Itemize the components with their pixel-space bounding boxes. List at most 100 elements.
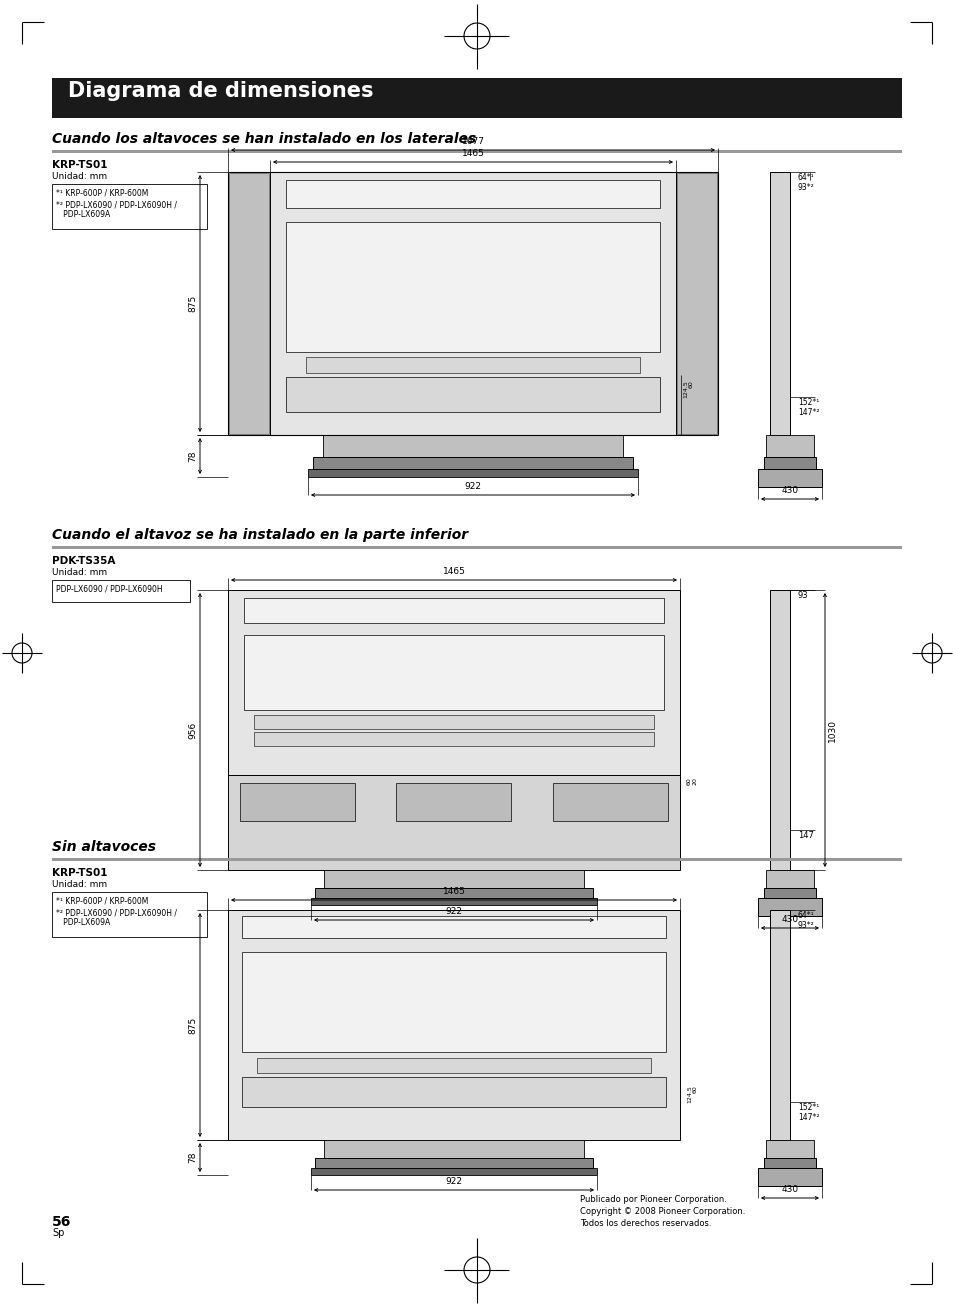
Bar <box>324 870 583 888</box>
Bar <box>763 1158 815 1168</box>
Text: 1677: 1677 <box>461 137 484 146</box>
Text: Unidad: mm: Unidad: mm <box>52 880 107 889</box>
Text: 78: 78 <box>188 1152 196 1164</box>
Bar <box>253 731 654 746</box>
Bar <box>242 916 665 938</box>
Bar <box>228 774 679 870</box>
Bar <box>306 357 639 374</box>
Bar <box>769 590 789 870</box>
Bar <box>229 172 269 434</box>
Text: Publicado por Pioneer Corporation.: Publicado por Pioneer Corporation. <box>579 1195 726 1204</box>
Text: 430: 430 <box>781 1185 798 1194</box>
Text: 152*¹: 152*¹ <box>797 398 819 407</box>
Text: 20: 20 <box>692 777 698 785</box>
Bar <box>52 858 901 861</box>
Bar <box>52 78 901 118</box>
Bar <box>52 150 901 153</box>
Text: 60: 60 <box>686 777 691 785</box>
Text: Unidad: mm: Unidad: mm <box>52 172 107 182</box>
Text: 956: 956 <box>188 721 196 739</box>
Bar <box>763 888 815 899</box>
Bar <box>311 1168 597 1175</box>
Bar <box>52 184 207 229</box>
Text: 124.5: 124.5 <box>682 380 687 398</box>
Text: 922: 922 <box>445 906 462 916</box>
Text: Cuando el altavoz se ha instalado en la parte inferior: Cuando el altavoz se ha instalado en la … <box>52 528 468 542</box>
Text: *¹ KRP-600P / KRP-600M: *¹ KRP-600P / KRP-600M <box>56 896 149 905</box>
Bar <box>244 598 663 623</box>
Bar <box>765 1140 813 1158</box>
Bar <box>314 1158 593 1168</box>
Text: 152*¹: 152*¹ <box>797 1104 819 1111</box>
Text: PDP-LX6090 / PDP-LX6090H: PDP-LX6090 / PDP-LX6090H <box>56 584 162 593</box>
Text: KRP-TS01: KRP-TS01 <box>52 161 108 170</box>
Bar <box>270 172 676 435</box>
Bar <box>256 1058 650 1074</box>
Bar <box>52 892 207 936</box>
Text: Sin altavoces: Sin altavoces <box>52 840 156 854</box>
Bar <box>323 435 622 457</box>
Text: PDP-LX609A: PDP-LX609A <box>56 210 111 219</box>
Text: 875: 875 <box>188 295 196 312</box>
Bar <box>242 952 665 1053</box>
Text: Todos los derechos reservados.: Todos los derechos reservados. <box>579 1218 711 1228</box>
Text: 1465: 1465 <box>461 149 484 158</box>
Text: 1465: 1465 <box>442 887 465 896</box>
Text: 875: 875 <box>188 1016 196 1033</box>
Text: Diagrama de dimensiones: Diagrama de dimensiones <box>68 81 374 101</box>
Text: 56: 56 <box>52 1215 71 1229</box>
Bar <box>769 172 789 435</box>
Bar <box>228 590 679 774</box>
Bar <box>677 172 717 434</box>
Bar <box>758 469 821 487</box>
Bar <box>396 784 511 821</box>
Text: Copyright © 2008 Pioneer Corporation.: Copyright © 2008 Pioneer Corporation. <box>579 1207 744 1216</box>
Bar <box>242 1077 665 1107</box>
Bar <box>553 784 667 821</box>
Text: 147*²: 147*² <box>797 1113 819 1122</box>
Bar <box>763 457 815 469</box>
Bar <box>52 546 901 549</box>
Text: 93*²: 93*² <box>797 921 814 930</box>
Bar <box>240 784 355 821</box>
Text: PDK-TS35A: PDK-TS35A <box>52 556 115 565</box>
Text: 922: 922 <box>445 1177 462 1186</box>
Bar <box>286 377 659 411</box>
Bar <box>324 1140 583 1158</box>
Text: *² PDP-LX6090 / PDP-LX6090H /: *² PDP-LX6090 / PDP-LX6090H / <box>56 200 177 209</box>
Text: Cuando los altavoces se han instalado en los laterales: Cuando los altavoces se han instalado en… <box>52 132 476 146</box>
Text: 922: 922 <box>464 482 481 491</box>
Bar <box>253 714 654 729</box>
Text: 64*¹: 64*¹ <box>797 172 814 182</box>
Bar <box>308 469 638 477</box>
Bar <box>244 635 663 710</box>
Text: KRP-TS01: KRP-TS01 <box>52 868 108 878</box>
Bar <box>758 1168 821 1186</box>
Text: 1030: 1030 <box>827 718 836 742</box>
Bar <box>52 580 190 602</box>
Text: PDP-LX609A: PDP-LX609A <box>56 918 111 927</box>
Text: *¹ KRP-600P / KRP-600M: *¹ KRP-600P / KRP-600M <box>56 188 149 197</box>
Text: *² PDP-LX6090 / PDP-LX6090H /: *² PDP-LX6090 / PDP-LX6090H / <box>56 908 177 917</box>
Text: Unidad: mm: Unidad: mm <box>52 568 107 577</box>
Text: Sp: Sp <box>52 1228 64 1238</box>
Text: 1465: 1465 <box>442 567 465 576</box>
Text: 430: 430 <box>781 486 798 495</box>
Text: 147*²: 147*² <box>797 407 819 417</box>
Bar <box>286 222 659 353</box>
Bar <box>765 435 813 457</box>
Text: 124.5: 124.5 <box>686 1085 691 1102</box>
Text: 93: 93 <box>797 592 808 599</box>
Bar <box>313 457 633 469</box>
Bar <box>286 180 659 208</box>
Text: 60: 60 <box>692 1085 698 1093</box>
Text: 60: 60 <box>688 380 693 388</box>
Text: 430: 430 <box>781 916 798 925</box>
Text: 147: 147 <box>797 831 813 840</box>
Text: 64*¹: 64*¹ <box>797 912 814 919</box>
Bar <box>311 899 597 905</box>
Bar <box>758 899 821 916</box>
Bar <box>314 888 593 899</box>
Bar <box>769 910 789 1140</box>
Text: 93*²: 93*² <box>797 183 814 192</box>
